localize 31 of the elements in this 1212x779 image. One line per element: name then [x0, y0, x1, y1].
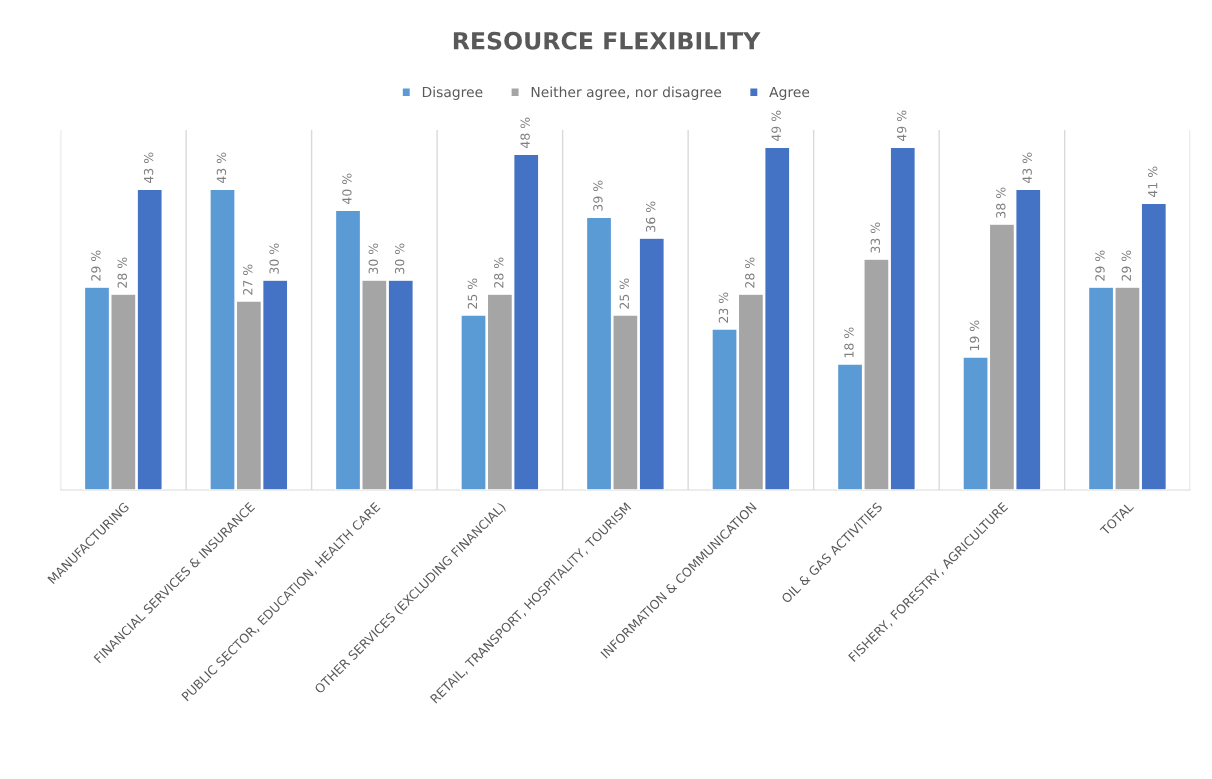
data-label: 43 % — [143, 152, 154, 184]
data-label: 30 % — [394, 243, 405, 274]
data-label: 40 % — [342, 173, 352, 205]
data-label: 28 % — [117, 257, 127, 288]
data-label: 18 % — [844, 327, 854, 358]
data-label: 38 % — [996, 187, 1006, 218]
data-label: 28 % — [494, 257, 504, 288]
chart-title: RESOURCE FLEXIBILITY — [453, 31, 761, 50]
data-label: 30 % — [269, 243, 279, 274]
data-label: 25 % — [619, 278, 630, 309]
data-label: 33 % — [870, 222, 881, 253]
data-label: 29 % — [1095, 250, 1105, 281]
data-label: 29 % — [91, 250, 101, 281]
data-label: 36 % — [645, 201, 656, 232]
legend-label: Neither agree, nor disagree — [531, 86, 722, 100]
data-label: 28 % — [745, 257, 755, 288]
data-label: 48 % — [520, 117, 530, 149]
data-label: 29 % — [1121, 250, 1132, 281]
data-label: 43 % — [216, 152, 227, 184]
data-label: 43 % — [1022, 152, 1032, 184]
legend-label: Disagree — [422, 86, 483, 100]
data-label: 27 % — [243, 264, 253, 295]
data-label: 49 % — [771, 110, 781, 142]
data-label: 41 % — [1147, 166, 1158, 198]
data-label: 19 % — [969, 320, 980, 351]
legend-label: Agree — [769, 86, 810, 100]
data-label: 25 % — [467, 278, 478, 309]
data-label: 30 % — [368, 243, 378, 274]
data-label: 49 % — [896, 110, 907, 142]
data-label: 39 % — [593, 180, 603, 211]
data-label: 23 % — [718, 292, 729, 323]
